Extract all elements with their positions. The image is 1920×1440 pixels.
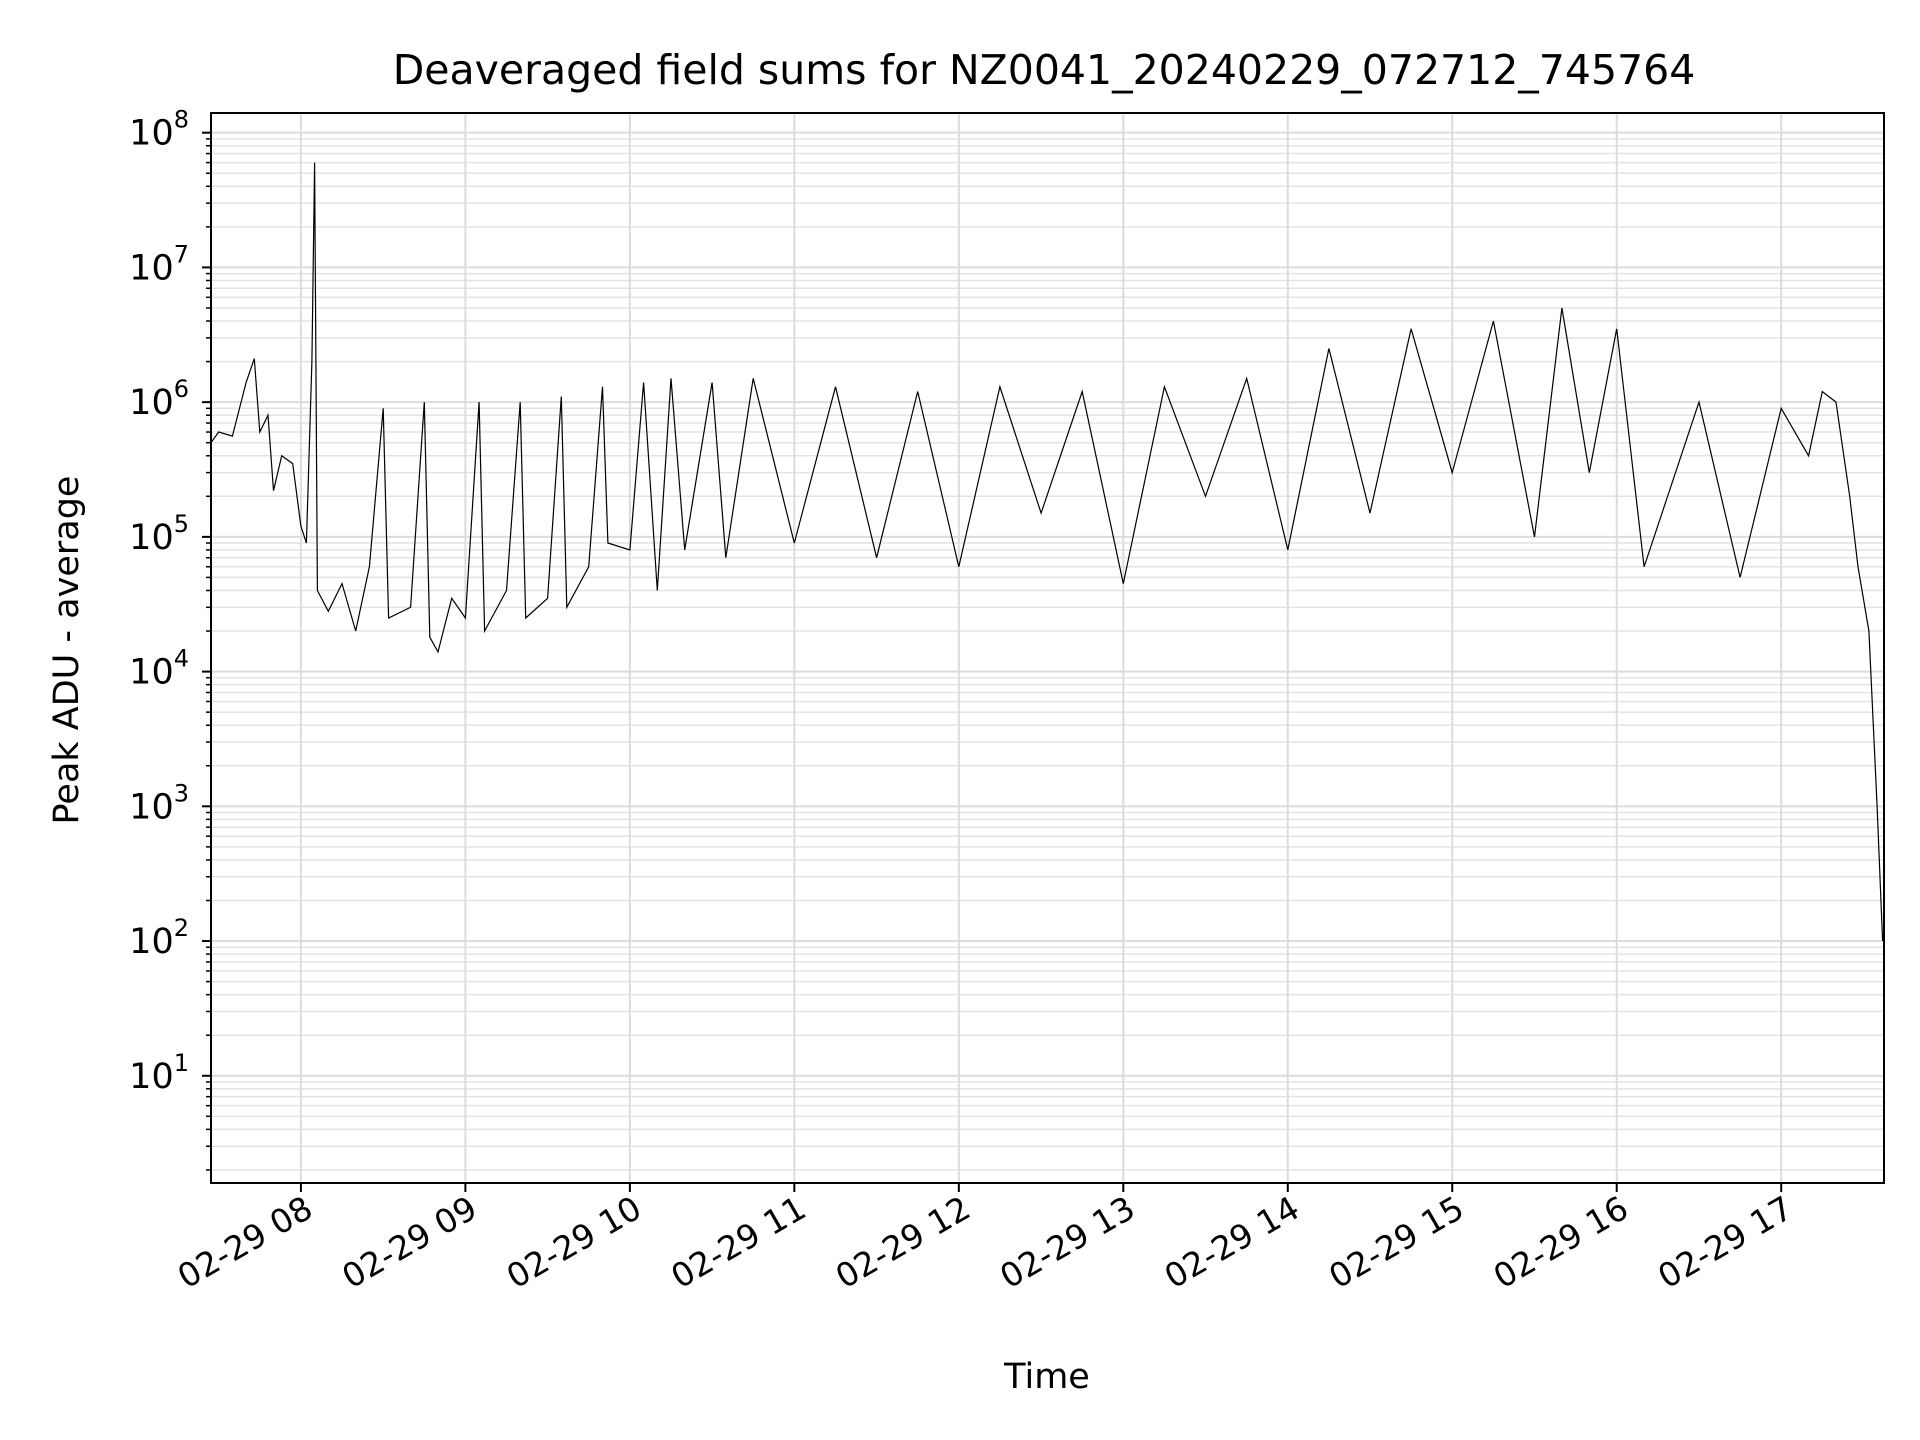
y-axis-label: Peak ADU - average — [47, 476, 87, 825]
y-tick-label: 104 — [129, 645, 189, 693]
x-tick-label: 02-29 09 — [335, 1188, 483, 1296]
x-tick-label: 02-29 14 — [1158, 1188, 1306, 1296]
y-tick-label: 101 — [129, 1049, 189, 1097]
y-tick-label: 107 — [129, 240, 189, 288]
x-tick-label: 02-29 11 — [664, 1188, 812, 1296]
plot-frame — [210, 112, 1885, 1184]
chart-title: Deaveraged field sums for NZ0041_2024022… — [393, 46, 1696, 94]
y-tick-label: 108 — [129, 106, 189, 154]
minor-gridlines — [211, 138, 1884, 1171]
x-tick-label: 02-29 15 — [1322, 1188, 1470, 1296]
y-tick-label: 103 — [129, 779, 189, 827]
x-tick-label: 02-29 13 — [993, 1188, 1141, 1296]
x-tick-label: 02-29 16 — [1487, 1188, 1635, 1296]
x-axis: 02-29 08 02-29 09 02-29 10 02-29 11 02-29 12… — [171, 1183, 1799, 1296]
y-tick-label: 106 — [129, 375, 189, 423]
x-axis-label: Time — [1003, 1357, 1090, 1397]
x-tick-label: 02-29 17 — [1651, 1188, 1799, 1296]
x-tick-label: 02-29 08 — [171, 1188, 319, 1296]
major-gridlines — [211, 113, 1884, 1183]
y-tick-label: 102 — [129, 914, 189, 962]
y-axis: 101 102 103 104 105 106 107 108 — [129, 106, 211, 1171]
series-line — [210, 162, 1884, 942]
x-tick-label: 02-29 10 — [500, 1188, 648, 1296]
x-tick-label: 02-29 12 — [829, 1188, 977, 1296]
y-tick-label: 105 — [129, 510, 189, 558]
